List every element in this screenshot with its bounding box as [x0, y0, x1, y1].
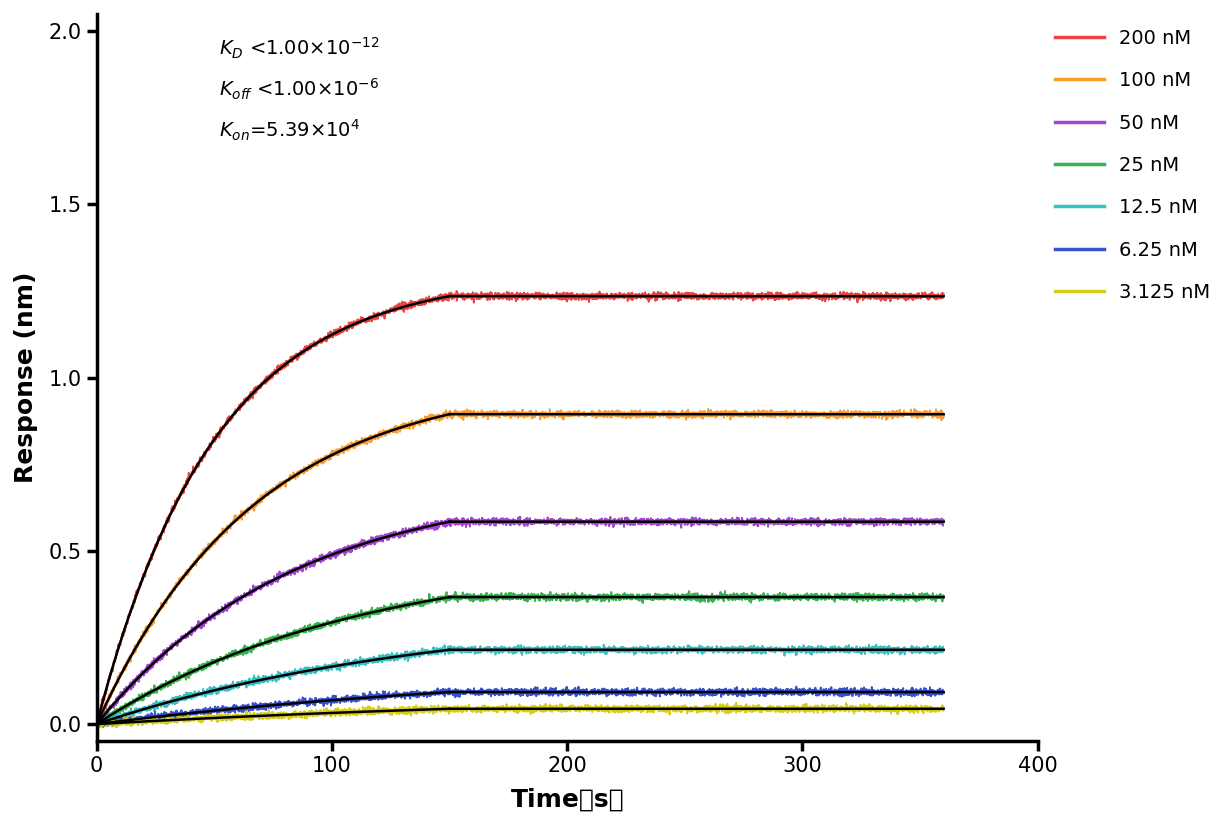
- 100 nM: [934, 415, 949, 425]
- 200 nM: [530, 291, 545, 301]
- 3.125 nM: [663, 710, 678, 719]
- 25 nM: [894, 592, 909, 601]
- 12.5 nM: [888, 644, 903, 653]
- 25 nM: [442, 592, 457, 602]
- 3.125 nM: [729, 698, 744, 708]
- 6.25 nM: [888, 686, 903, 695]
- 12.5 nM: [839, 645, 854, 655]
- 12.5 nM: [530, 648, 545, 658]
- 3.125 nM: [529, 705, 543, 715]
- 12.5 nM: [442, 645, 457, 655]
- 6.25 nM: [788, 681, 803, 691]
- 100 nM: [936, 410, 951, 420]
- 6.25 nM: [442, 684, 457, 694]
- Line: 25 nM: 25 nM: [450, 591, 944, 603]
- 6.25 nM: [936, 688, 951, 698]
- 100 nM: [529, 409, 543, 419]
- 6.25 nM: [448, 692, 463, 702]
- Legend: 200 nM, 100 nM, 50 nM, 25 nM, 12.5 nM, 6.25 nM, 3.125 nM: 200 nM, 100 nM, 50 nM, 25 nM, 12.5 nM, 6…: [1047, 21, 1218, 309]
- 12.5 nM: [936, 645, 951, 655]
- 200 nM: [467, 298, 482, 308]
- 100 nM: [839, 409, 854, 419]
- Line: 50 nM: 50 nM: [450, 516, 944, 528]
- 6.25 nM: [530, 685, 545, 695]
- Line: 100 nM: 100 nM: [450, 409, 944, 420]
- 100 nM: [530, 408, 545, 418]
- Line: 12.5 nM: 12.5 nM: [450, 644, 944, 656]
- 200 nM: [936, 289, 951, 299]
- 200 nM: [894, 292, 909, 302]
- 12.5 nM: [529, 643, 543, 653]
- 12.5 nM: [777, 651, 792, 661]
- 6.25 nM: [529, 689, 543, 699]
- 25 nM: [726, 592, 740, 602]
- 200 nM: [450, 286, 464, 296]
- 50 nM: [726, 516, 740, 526]
- 12.5 nM: [869, 639, 883, 649]
- 25 nM: [839, 590, 854, 600]
- 25 nM: [529, 591, 543, 601]
- 100 nM: [887, 408, 902, 418]
- 100 nM: [442, 409, 457, 419]
- 3.125 nM: [936, 702, 951, 712]
- 6.25 nM: [839, 689, 854, 699]
- 3.125 nM: [726, 705, 740, 715]
- 6.25 nM: [894, 688, 909, 698]
- 50 nM: [936, 516, 951, 526]
- 100 nM: [907, 404, 922, 414]
- Line: 6.25 nM: 6.25 nM: [450, 686, 944, 697]
- Text: $K_D$ <1.00×10$^{-12}$
$K_{off}$ <1.00×10$^{-6}$
$K_{on}$=5.39×10$^{4}$: $K_D$ <1.00×10$^{-12}$ $K_{off}$ <1.00×1…: [219, 35, 379, 143]
- Y-axis label: Response (nm): Response (nm): [14, 272, 38, 483]
- 200 nM: [726, 292, 740, 302]
- 12.5 nM: [894, 643, 909, 653]
- 50 nM: [674, 523, 689, 533]
- 50 nM: [888, 516, 903, 526]
- Line: 3.125 nM: 3.125 nM: [450, 703, 944, 714]
- 100 nM: [894, 411, 909, 421]
- 200 nM: [888, 290, 903, 299]
- 200 nM: [442, 291, 457, 301]
- 50 nM: [530, 518, 545, 528]
- 3.125 nM: [839, 705, 854, 714]
- 50 nM: [839, 519, 854, 529]
- 25 nM: [936, 592, 951, 602]
- 200 nM: [530, 290, 545, 299]
- X-axis label: Time（s）: Time（s）: [510, 787, 625, 811]
- 25 nM: [530, 591, 545, 601]
- 100 nM: [726, 412, 740, 422]
- 25 nM: [717, 586, 732, 596]
- 6.25 nM: [726, 688, 740, 698]
- 200 nM: [839, 289, 854, 299]
- 25 nM: [888, 593, 903, 603]
- 3.125 nM: [442, 705, 457, 714]
- Line: 200 nM: 200 nM: [450, 291, 944, 303]
- 50 nM: [529, 516, 543, 526]
- 50 nM: [894, 518, 909, 528]
- 3.125 nM: [888, 707, 903, 717]
- 50 nM: [513, 512, 527, 521]
- 25 nM: [636, 598, 650, 608]
- 3.125 nM: [894, 706, 909, 716]
- 3.125 nM: [530, 706, 545, 716]
- 50 nM: [442, 516, 457, 526]
- 12.5 nM: [726, 645, 740, 655]
